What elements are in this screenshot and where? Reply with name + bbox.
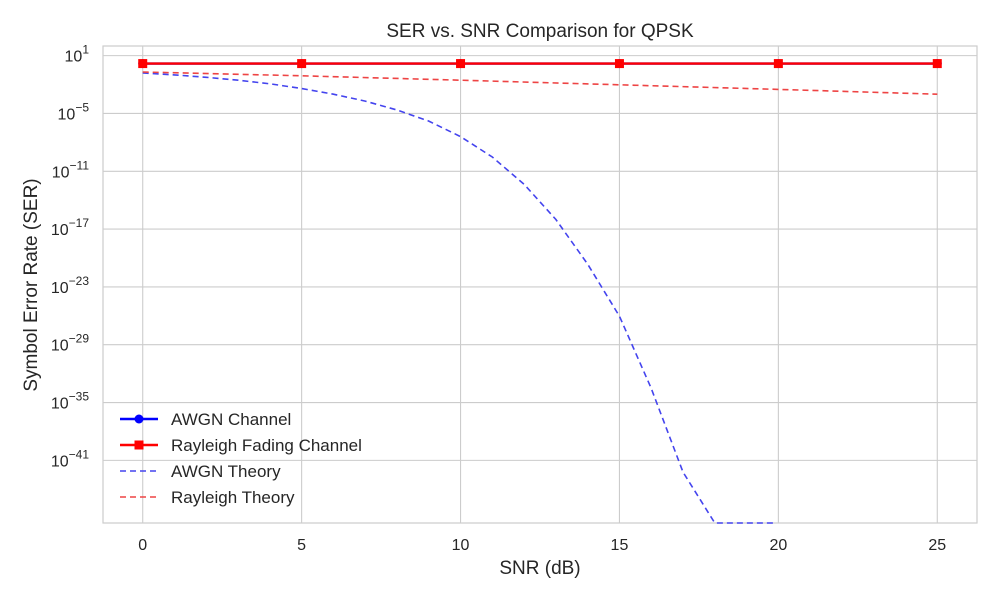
rayleigh-fading-channel-marker — [456, 59, 466, 69]
x-tick-label: 10 — [452, 537, 470, 554]
y-tick-label: 10−29 — [51, 332, 89, 355]
x-tick-label: 25 — [928, 537, 946, 554]
y-tick-label: 10−23 — [51, 274, 89, 297]
x-tick-label: 5 — [297, 537, 306, 554]
y-tick-label: 10−35 — [51, 390, 89, 413]
legend-label-awgn-theory: AWGN Theory — [171, 462, 281, 481]
legend: AWGN Channel Rayleigh Fading Channel AWGN … — [120, 410, 362, 507]
y-tick-label: 101 — [65, 43, 90, 66]
chart-title: SER vs. SNR Comparison for QPSK — [386, 21, 694, 42]
x-tick-label: 20 — [769, 537, 787, 554]
x-tick-label: 0 — [138, 537, 147, 554]
y-tick-label: 10−17 — [51, 216, 89, 239]
x-axis-title: SNR (dB) — [499, 558, 580, 579]
y-axis-title: Symbol Error Rate (SER) — [21, 178, 42, 391]
y-tick-label: 10−5 — [58, 100, 90, 123]
legend-label-rayleigh-theory: Rayleigh Theory — [171, 488, 295, 507]
rayleigh-fading-channel-marker — [932, 59, 942, 69]
legend-label-rayleigh-fading-channel: Rayleigh Fading Channel — [171, 436, 362, 455]
tick-labels: 0 5 10 15 20 25 101 10−5 10−11 10−17 10−23 10−29 10−… — [51, 43, 946, 554]
rayleigh-fading-channel-marker — [773, 59, 783, 69]
rayleigh-fading-channel-marker — [297, 59, 307, 69]
rayleigh-fading-channel-marker — [614, 59, 624, 69]
legend-label-awgn-channel: AWGN Channel — [171, 410, 291, 429]
rayleigh-fading-channel-marker — [138, 59, 148, 69]
plot-area — [102, 45, 978, 524]
y-tick-label: 10−11 — [52, 158, 90, 181]
legend-marker-rayleigh-fading-channel — [134, 440, 144, 450]
y-tick-label: 10−41 — [51, 447, 89, 470]
legend-marker-awgn-channel — [134, 414, 144, 424]
rayleigh-theory-line — [142, 71, 938, 95]
series-lines — [138, 59, 942, 524]
x-tick-label: 15 — [611, 537, 629, 554]
